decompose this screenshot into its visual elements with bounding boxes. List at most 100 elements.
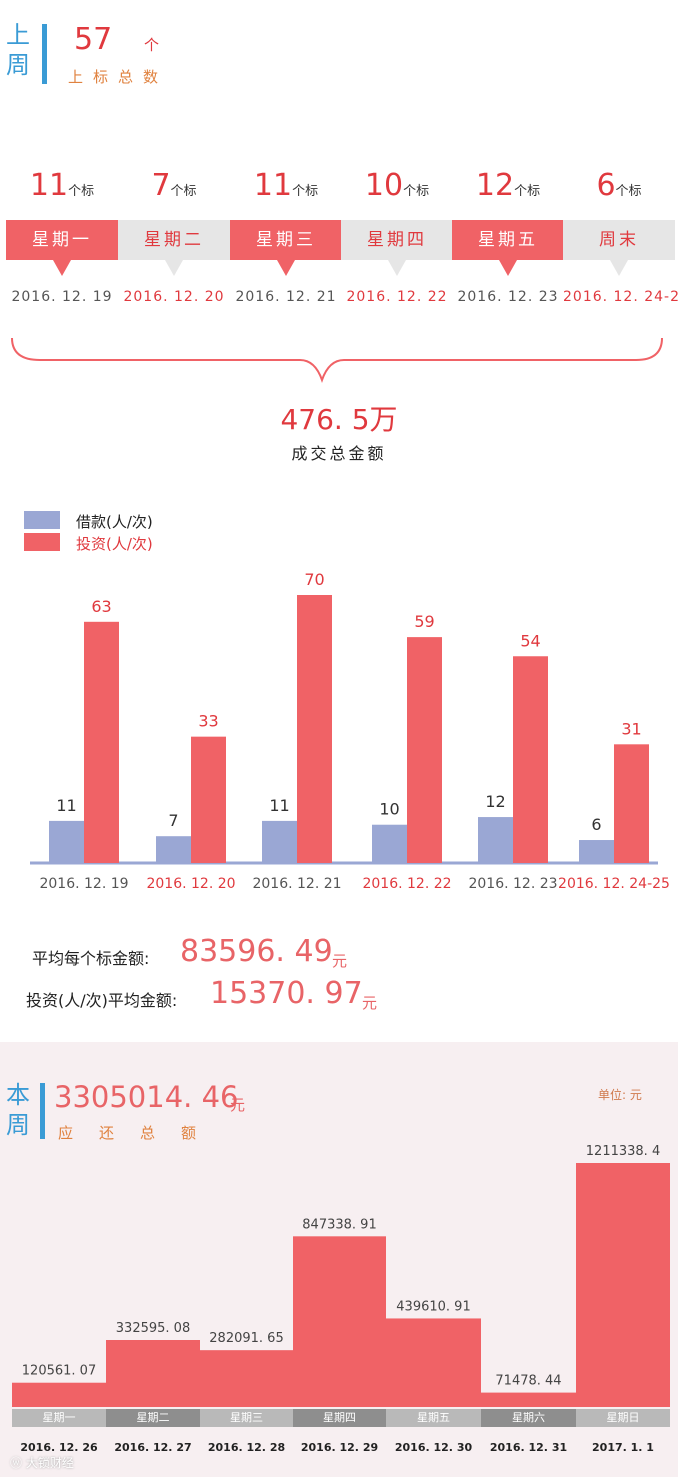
data-label-borrow: 11 [56, 796, 76, 815]
weekday-tab: 星期四 [341, 220, 453, 276]
x-tick-label: 2016. 12. 19 [39, 876, 128, 892]
weekday-label: 星期三 [200, 1409, 293, 1427]
tab-pointer [165, 260, 183, 276]
bar-chart-borrow-invest: 11 63 2016. 12. 19 7 33 2016. 12. 20 11 70 2016.… [30, 570, 670, 892]
weekday-date: 2016. 12. 30 [394, 1441, 473, 1454]
bar-repayment [293, 1236, 386, 1407]
bar-borrow [156, 836, 191, 863]
bar-repayment [200, 1350, 293, 1407]
bar-repayment [576, 1163, 670, 1407]
weekday-label: 星期五 [386, 1409, 481, 1427]
data-label-borrow: 11 [269, 796, 289, 815]
repay-total-unit: 元 [230, 1096, 246, 1114]
data-label-repayment: 1211338. 4 [586, 1144, 660, 1159]
day-count-unit: 个标 [514, 184, 541, 199]
day-date: 2016. 12. 19 [11, 289, 113, 305]
weekday-tab: 星期三 [230, 220, 342, 276]
this-week-tag-bar [40, 1083, 45, 1139]
turnover-caption: 成交总金额 [291, 444, 387, 463]
data-label-borrow: 6 [591, 815, 601, 834]
data-label-borrow: 12 [485, 792, 505, 811]
day-count-number: 7 [151, 168, 171, 203]
bar-invest [191, 736, 226, 863]
bar-borrow [49, 820, 84, 863]
data-label-repayment: 439610. 91 [396, 1299, 470, 1314]
day-date: 2016. 12. 24-25 [563, 289, 678, 305]
day-count-unit: 个标 [68, 184, 95, 199]
bar-repayment [481, 1392, 576, 1407]
bar-chart-repayment: 120561. 07 332595. 08 282091. 65 847338. 91… [12, 1144, 670, 1407]
curly-brace [11, 337, 663, 384]
avg-per-bid-unit: 元 [332, 952, 348, 970]
data-label-invest: 63 [91, 597, 111, 616]
legend-borrow-swatch [24, 511, 60, 529]
avg-invest-unit: 元 [362, 994, 378, 1012]
weekday-label: 星期六 [481, 1409, 576, 1427]
weekday-label: 星期一 [12, 1409, 106, 1427]
data-label-repayment: 282091. 65 [209, 1331, 283, 1346]
day-date: 2016. 12. 20 [123, 289, 225, 305]
weekday-date: 2016. 12. 27 [114, 1441, 192, 1454]
data-label-invest: 54 [520, 631, 540, 650]
data-label-borrow: 7 [168, 811, 178, 830]
last-week-tag-bar [42, 24, 47, 84]
avg-per-bid-label: 平均每个标金额: [32, 949, 150, 968]
data-label-invest: 31 [621, 719, 641, 738]
x-tick-label: 2016. 12. 23 [468, 876, 557, 892]
x-tick-label: 2016. 12. 22 [362, 876, 451, 892]
day-count-unit: 个标 [615, 184, 642, 199]
legend-invest-swatch [24, 533, 60, 551]
avg-per-bid-value: 83596. 49 [180, 934, 333, 969]
day-count-unit: 个标 [403, 184, 430, 199]
x-tick-label: 2016. 12. 24-25 [558, 876, 670, 892]
day-count: 7个标 [118, 168, 230, 203]
tab-pointer [499, 260, 517, 276]
weekday-tab: 星期五 [452, 220, 564, 276]
day-count-number: 10 [364, 168, 404, 203]
day-count-number: 6 [596, 168, 616, 203]
total-bid-caption: 上标总数 [68, 68, 169, 86]
weekday-tab: 周末 [563, 220, 675, 276]
avg-invest-value: 15370. 97 [210, 976, 363, 1011]
bar-repayment [12, 1382, 106, 1407]
bar-invest [297, 595, 332, 863]
turnover-value: 476. 5万 [280, 403, 398, 436]
weekday-date: 2016. 12. 28 [207, 1441, 286, 1454]
data-label-repayment: 71478. 44 [495, 1374, 561, 1389]
weekday-label: 星期四 [293, 1409, 386, 1427]
day-count: 6个标 [563, 168, 675, 203]
bar-borrow [262, 820, 297, 863]
bar-repayment [106, 1340, 200, 1407]
data-label-invest: 59 [414, 612, 434, 631]
weekday-date: 2016. 12. 29 [300, 1441, 379, 1454]
last-week-tag: 上周 [6, 21, 30, 79]
weekday-tab: 星期二 [118, 220, 230, 276]
total-bid-count: 57 [74, 22, 113, 57]
watermark-logo: ⓦ 大锁财经 [10, 1456, 74, 1470]
weekday-tab: 星期一 [6, 220, 118, 276]
day-count: 11个标 [230, 168, 342, 203]
day-count-number: 12 [475, 168, 515, 203]
x-tick-label: 2016. 12. 20 [146, 876, 235, 892]
bar-invest [84, 621, 119, 863]
weekday-date: 2016. 12. 26 [20, 1441, 98, 1454]
day-count-number: 11 [29, 168, 69, 203]
data-label-invest: 70 [304, 570, 324, 589]
x-tick-label: 2016. 12. 21 [252, 876, 341, 892]
repay-total-caption: 应还总额 [58, 1124, 223, 1142]
unit-label: 单位: 元 [598, 1088, 642, 1102]
weekday-label: 星期日 [576, 1409, 670, 1427]
bar-invest [513, 656, 548, 863]
weekday-label: 星期二 [106, 1409, 200, 1427]
bar-borrow [579, 840, 614, 863]
day-date: 2016. 12. 22 [346, 289, 448, 305]
weekday-date: 2016. 12. 31 [489, 1441, 568, 1454]
bar-repayment [386, 1318, 481, 1407]
day-count-number: 11 [253, 168, 293, 203]
tab-pointer [610, 260, 628, 276]
tab-pointer [277, 260, 295, 276]
weekday-date: 2017. 1. 1 [592, 1441, 654, 1454]
day-count: 11个标 [6, 168, 118, 203]
bar-invest [614, 744, 649, 863]
avg-invest-label: 投资(人/次)平均金额: [26, 991, 178, 1010]
